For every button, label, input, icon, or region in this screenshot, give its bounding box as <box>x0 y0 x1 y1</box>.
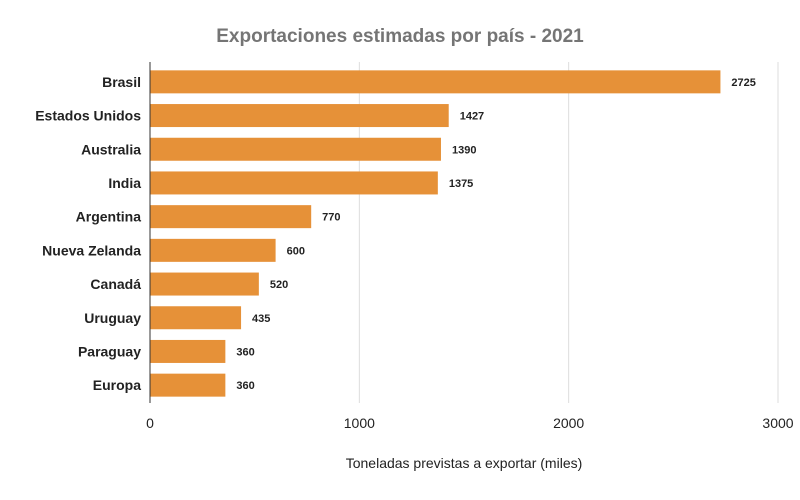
data-label: 1390 <box>452 144 476 156</box>
x-tick-label: 2000 <box>553 415 584 431</box>
bar <box>150 137 441 161</box>
x-tick-label: 0 <box>146 415 154 431</box>
data-label: 770 <box>322 212 340 224</box>
category-label: Brasil <box>102 74 141 90</box>
category-label: Canadá <box>90 276 141 292</box>
data-label: 435 <box>252 313 270 325</box>
category-label: Australia <box>81 141 141 157</box>
bar <box>150 238 276 262</box>
data-label: 2725 <box>731 77 755 89</box>
data-label: 360 <box>236 346 254 358</box>
bar <box>150 373 226 397</box>
data-label: 600 <box>287 245 305 257</box>
bar <box>150 272 259 296</box>
data-label: 1375 <box>449 178 473 190</box>
category-label: Estados Unidos <box>35 108 141 124</box>
data-label: 360 <box>236 380 254 392</box>
data-label: 520 <box>270 279 288 291</box>
bar <box>150 104 449 128</box>
x-tick-label: 3000 <box>762 415 793 431</box>
chart-title: Exportaciones estimadas por país - 2021 <box>216 26 584 47</box>
category-label: India <box>108 175 141 191</box>
bar <box>150 70 721 94</box>
bar <box>150 339 226 363</box>
data-label: 1427 <box>460 111 484 123</box>
bar <box>150 306 242 330</box>
bar <box>150 171 438 195</box>
category-label: Nueva Zelanda <box>42 242 141 258</box>
category-label: Europa <box>93 377 141 393</box>
bar <box>150 205 312 229</box>
category-label: Argentina <box>76 209 142 225</box>
category-label: Uruguay <box>84 310 141 326</box>
category-label: Paraguay <box>78 343 141 359</box>
x-axis-label: Toneladas previstas a exportar (miles) <box>346 455 583 471</box>
x-tick-label: 1000 <box>344 415 375 431</box>
